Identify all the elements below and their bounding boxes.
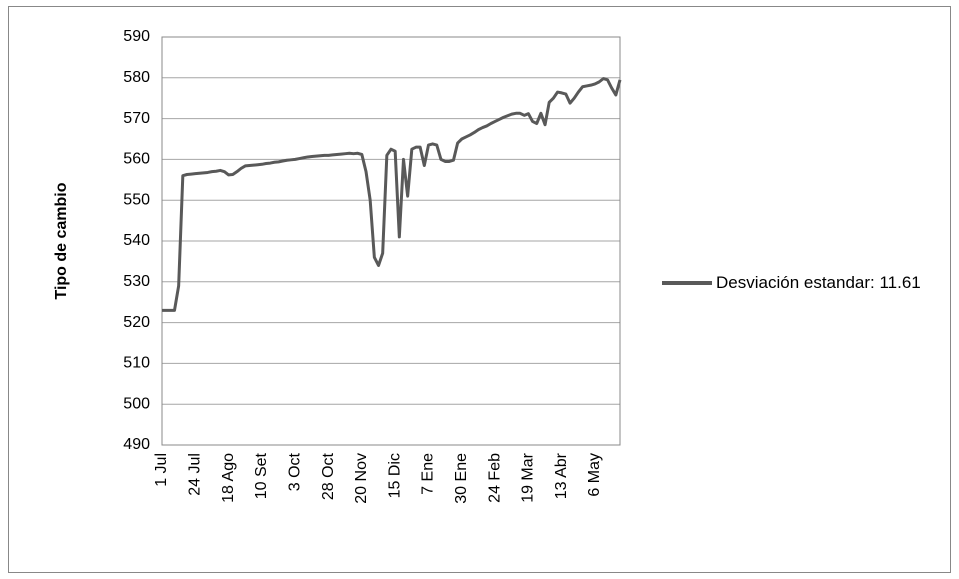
y-tick-label: 580 xyxy=(123,69,150,86)
x-tick-label: 20 Nov xyxy=(353,453,370,504)
x-tick-label: 18 Ago xyxy=(220,453,237,503)
x-tick-label: 24 Jul xyxy=(187,453,204,496)
y-tick-label: 520 xyxy=(123,314,150,331)
x-tick-label: 30 Ene xyxy=(453,453,470,504)
plot-border xyxy=(161,36,621,446)
chart-frame xyxy=(8,6,951,573)
y-tick-label: 490 xyxy=(123,436,150,453)
x-tick-label: 19 Mar xyxy=(520,452,537,502)
x-tick-label: 24 Feb xyxy=(486,453,503,503)
x-tick-label: 7 Ene xyxy=(420,453,437,495)
y-tick-label: 500 xyxy=(123,395,150,412)
x-tick-label: 13 Abr xyxy=(553,452,570,499)
x-tick-label: 1 Jul xyxy=(153,453,170,487)
y-tick-label: 540 xyxy=(123,232,150,249)
y-tick-label: 590 xyxy=(123,28,150,45)
y-tick-label: 530 xyxy=(123,273,150,290)
x-tick-label: 3 Oct xyxy=(286,452,303,491)
y-axis-title: Tipo de cambio xyxy=(53,182,70,299)
x-tick-label: 10 Set xyxy=(253,452,270,499)
x-tick-label: 28 Oct xyxy=(320,452,337,500)
y-tick-label: 550 xyxy=(123,191,150,208)
legend-label: Desviación estandar: 11.61 xyxy=(716,273,921,292)
x-tick-label: 6 May xyxy=(586,453,603,497)
y-tick-label: 560 xyxy=(123,151,150,168)
data-line xyxy=(162,77,622,312)
y-tick-label: 510 xyxy=(123,355,150,372)
x-tick-label: 15 Dic xyxy=(386,453,403,498)
y-tick-label: 570 xyxy=(123,110,150,127)
